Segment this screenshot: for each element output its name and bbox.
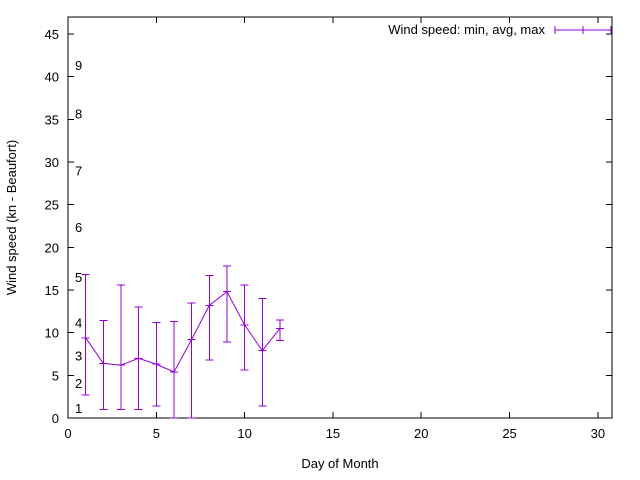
x-tick-label-30: 30 bbox=[591, 426, 605, 441]
y-tick-label-beaufort-9: 9 bbox=[75, 58, 82, 73]
legend-sample-errorbar bbox=[554, 26, 612, 34]
errorbar-day-12 bbox=[275, 319, 284, 341]
y-tick-label-beaufort-7: 7 bbox=[75, 164, 82, 179]
errorbar-day-1 bbox=[81, 274, 90, 396]
y-tick-label-beaufort-8: 8 bbox=[75, 106, 82, 121]
y-tick-label-kn-15: 15 bbox=[45, 283, 59, 298]
y-tick-label-beaufort-6: 6 bbox=[75, 220, 82, 235]
y-tick-label-kn-40: 40 bbox=[45, 70, 59, 85]
x-tick-label-0: 0 bbox=[64, 426, 71, 441]
y-tick-label-kn-30: 30 bbox=[45, 155, 59, 170]
y-tick-label-kn-45: 45 bbox=[45, 27, 59, 42]
y-tick-label-kn-5: 5 bbox=[52, 368, 59, 383]
plot-border bbox=[67, 16, 613, 419]
errorbar-day-11 bbox=[258, 298, 267, 407]
y-tick-label-kn-20: 20 bbox=[45, 240, 59, 255]
errorbar-day-8 bbox=[205, 275, 214, 361]
y-tick-label-kn-25: 25 bbox=[45, 198, 59, 213]
errorbar-day-6 bbox=[169, 321, 178, 419]
errorbar-day-7 bbox=[187, 302, 196, 419]
y-tick-label-kn-10: 10 bbox=[45, 326, 59, 341]
y-tick-label-beaufort-3: 3 bbox=[75, 349, 82, 364]
x-tick-label-15: 15 bbox=[326, 426, 340, 441]
errorbar-day-2 bbox=[99, 320, 108, 410]
y-tick-label-beaufort-2: 2 bbox=[75, 376, 82, 391]
x-tick-label-5: 5 bbox=[153, 426, 160, 441]
y-tick-label-kn-35: 35 bbox=[45, 112, 59, 127]
y-axis-title: Wind speed (kn - Beaufort) bbox=[4, 140, 19, 295]
legend-label: Wind speed: min, avg, max bbox=[388, 22, 545, 37]
errorbar-day-9 bbox=[222, 265, 231, 343]
errorbar-day-3 bbox=[116, 284, 125, 410]
y-tick-label-beaufort-5: 5 bbox=[75, 270, 82, 285]
x-tick-label-20: 20 bbox=[414, 426, 428, 441]
y-tick-label-beaufort-1: 1 bbox=[75, 401, 82, 416]
series-average-line bbox=[85, 290, 281, 373]
y-tick-label-beaufort-4: 4 bbox=[75, 315, 82, 330]
y-tick-label-kn-0: 0 bbox=[52, 411, 59, 426]
x-tick-label-25: 25 bbox=[502, 426, 516, 441]
x-tick-label-10: 10 bbox=[237, 426, 251, 441]
x-axis-title: Day of Month bbox=[301, 456, 378, 471]
errorbar-day-10 bbox=[240, 284, 249, 371]
